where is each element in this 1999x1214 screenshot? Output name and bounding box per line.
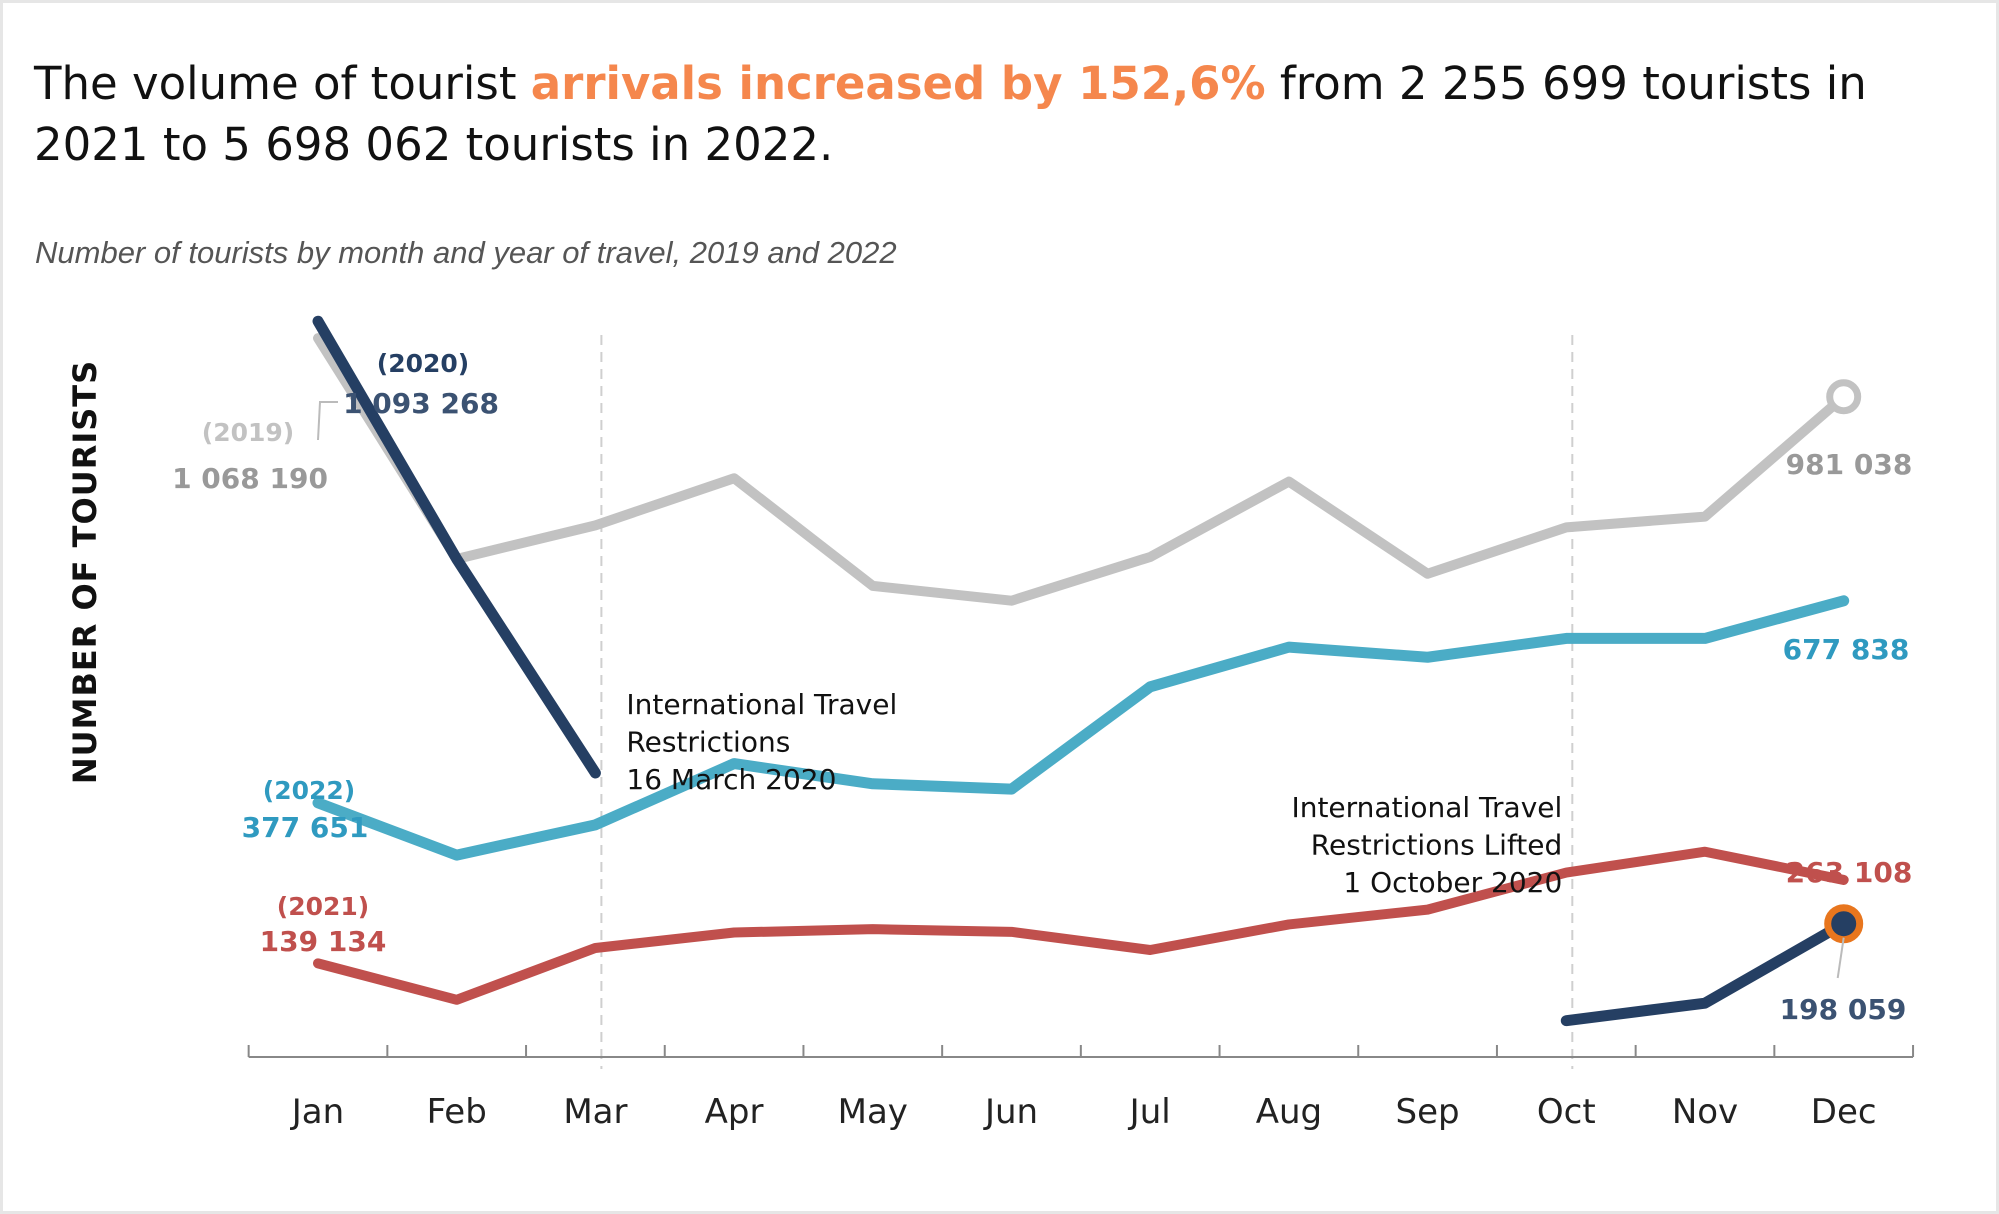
headline: The volume of tourist arrivals increased… xyxy=(34,53,1974,175)
headline-highlight: arrivals increased by 152,6% xyxy=(530,57,1266,110)
x-tick-label-aug: Aug xyxy=(1256,1092,1322,1132)
start-value-2020: 1 093 268 xyxy=(343,387,499,420)
headline-text: The volume of tourist xyxy=(34,57,531,110)
annotation-2-line-2: Restrictions Lifted xyxy=(1311,829,1563,862)
x-tick-label-apr: Apr xyxy=(705,1092,764,1132)
end-value-2020: 198 059 xyxy=(1780,993,1907,1026)
x-tick-label-jul: Jul xyxy=(1128,1092,1171,1132)
leader-line-2020-start xyxy=(317,401,338,441)
series-name-2021: (2021) xyxy=(277,892,369,921)
x-tick-label-may: May xyxy=(838,1092,908,1132)
marker-2019-dec xyxy=(1826,379,1862,415)
x-tick-label-dec: Dec xyxy=(1811,1092,1877,1132)
y-axis-label: NUMBER OF TOURISTS xyxy=(66,360,104,784)
series-name-2022: (2022) xyxy=(263,776,355,805)
annotation-1-line-1: International Travel xyxy=(626,688,897,721)
start-value-2022: 377 651 xyxy=(242,811,369,844)
marker-2020-dec xyxy=(1824,904,1864,944)
series-line-2019 xyxy=(313,333,1849,606)
annotation-1-line-2: Restrictions xyxy=(626,726,790,759)
x-tick-label-jun: Jun xyxy=(983,1092,1038,1132)
data-labels: (2019) 1 068 190 981 038 (2020) 1 093 268 198… xyxy=(172,349,1912,1026)
x-tick-label-feb: Feb xyxy=(427,1092,487,1132)
x-tick-label-nov: Nov xyxy=(1672,1092,1738,1132)
annotation-1-line-3: 16 March 2020 xyxy=(626,763,836,796)
series-lines xyxy=(312,315,1864,1027)
x-tick-label-sep: Sep xyxy=(1396,1092,1460,1132)
annotations: International Travel Restrictions 16 March… xyxy=(626,688,1562,899)
leader-line-2020-end xyxy=(1836,937,1845,979)
start-value-2019: 1 068 190 xyxy=(172,462,328,495)
annotation-2-line-3: 1 October 2020 xyxy=(1343,866,1562,899)
x-tick-label-jan: Jan xyxy=(290,1092,344,1132)
x-axis: Jan Feb Mar Apr May Jun Jul Aug Sep Oct Nov Dec xyxy=(247,1045,1915,1132)
series-name-2020: (2020) xyxy=(377,349,469,378)
series-line-2020-part2 xyxy=(1560,918,1850,1027)
end-value-2022: 677 838 xyxy=(1783,633,1910,666)
x-tick-label-oct: Oct xyxy=(1537,1092,1596,1132)
x-tick-label-mar: Mar xyxy=(563,1092,627,1132)
series-line-2021 xyxy=(313,846,1849,1005)
series-line-2022 xyxy=(312,595,1850,861)
end-value-2021: 263 108 xyxy=(1786,856,1913,889)
series-line-2020-part1 xyxy=(312,315,601,779)
start-value-2021: 139 134 xyxy=(260,925,387,958)
chart-subtitle: Number of tourists by month and year of … xyxy=(35,235,897,270)
annotation-2-line-1: International Travel xyxy=(1291,791,1562,824)
headline-text-end: from 2 255 699 tourists in 2021 to 5 698… xyxy=(34,57,1867,171)
series-name-2019: (2019) xyxy=(202,418,294,447)
end-value-2019: 981 038 xyxy=(1786,448,1913,481)
guide-lines xyxy=(600,335,1574,1069)
